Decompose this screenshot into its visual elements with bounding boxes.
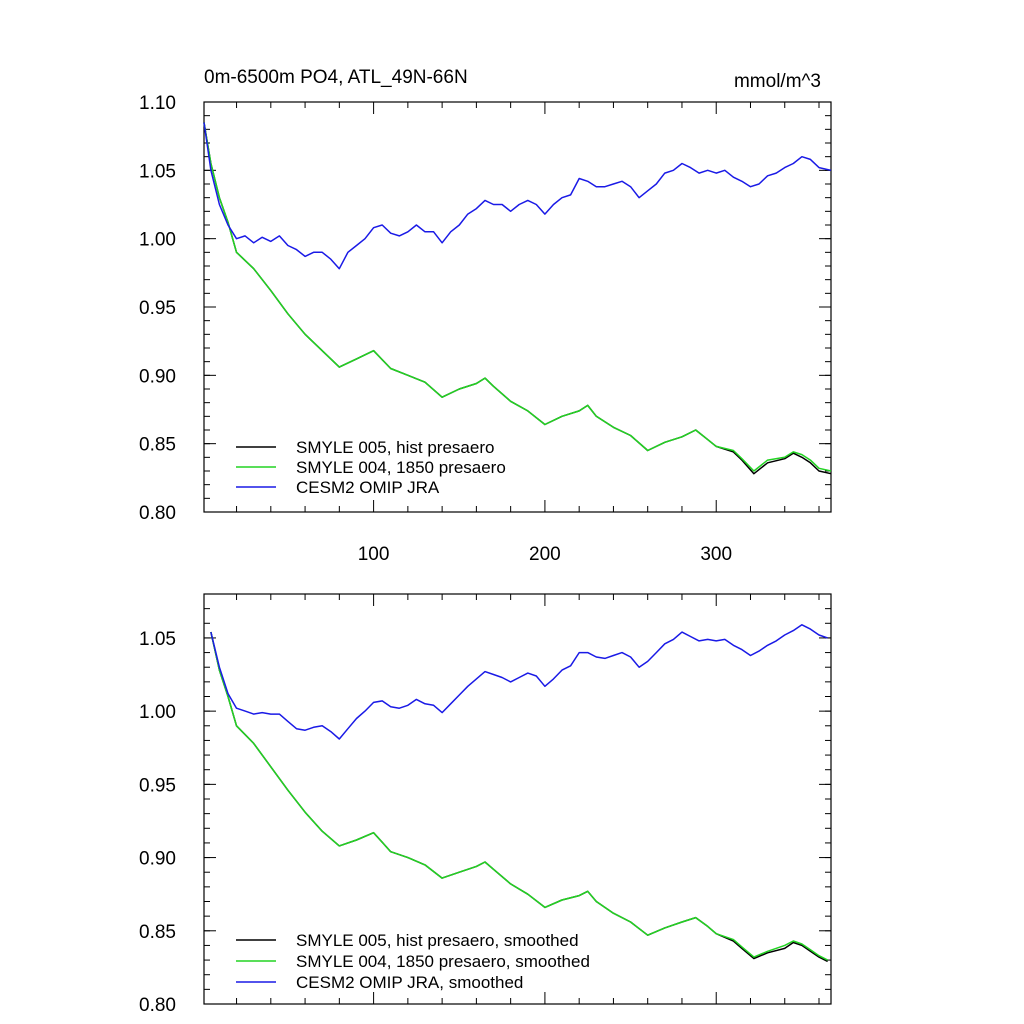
x-tick-label: 200 — [529, 544, 561, 565]
legend-label-0: SMYLE 005, hist presaero, smoothed — [296, 931, 579, 950]
y-tick-label: 0.85 — [139, 922, 176, 943]
x-tick-label: 100 — [358, 544, 390, 565]
series-line-0 — [210, 631, 828, 963]
y-tick-label: 1.00 — [139, 230, 176, 251]
series-line-1 — [210, 631, 828, 961]
bottom-panel: 0.80 0.85 0.90 0.95 1.00 1.05 SMYLE 005, hist… — [139, 593, 832, 1016]
series-line-1 — [203, 122, 832, 472]
y-tick-label: 1.10 — [139, 93, 176, 114]
y-tick-label: 0.80 — [139, 995, 176, 1016]
y-tick-label: 0.95 — [139, 298, 176, 319]
top-panel: 0m-6500m PO4, ATL_49N-66N mmol/m^3 0.80 0… — [139, 67, 832, 565]
x-tick-label: 300 — [700, 544, 732, 565]
top-chart-title: 0m-6500m PO4, ATL_49N-66N — [204, 67, 468, 88]
y-tick-label: 0.80 — [139, 503, 176, 524]
legend-label-1: SMYLE 004, 1850 presaero — [296, 458, 506, 477]
y-tick-label: 0.85 — [139, 435, 176, 456]
series-line-2 — [210, 624, 828, 740]
legend-label-2: CESM2 OMIP JRA, smoothed — [296, 973, 523, 992]
legend-label-0: SMYLE 005, hist presaero — [296, 438, 494, 457]
y-tick-label: 0.90 — [139, 366, 176, 387]
y-tick-label: 1.00 — [139, 702, 176, 723]
legend-label-1: SMYLE 004, 1850 presaero, smoothed — [296, 952, 590, 971]
series-line-0 — [203, 122, 832, 475]
series-line-2 — [203, 122, 832, 270]
y-tick-label: 0.95 — [139, 775, 176, 796]
y-tick-label: 0.90 — [139, 849, 176, 870]
y-tick-label: 1.05 — [139, 629, 176, 650]
legend-label-2: CESM2 OMIP JRA — [296, 478, 440, 497]
y-tick-label: 1.05 — [139, 161, 176, 182]
top-chart-units: mmol/m^3 — [734, 71, 821, 92]
